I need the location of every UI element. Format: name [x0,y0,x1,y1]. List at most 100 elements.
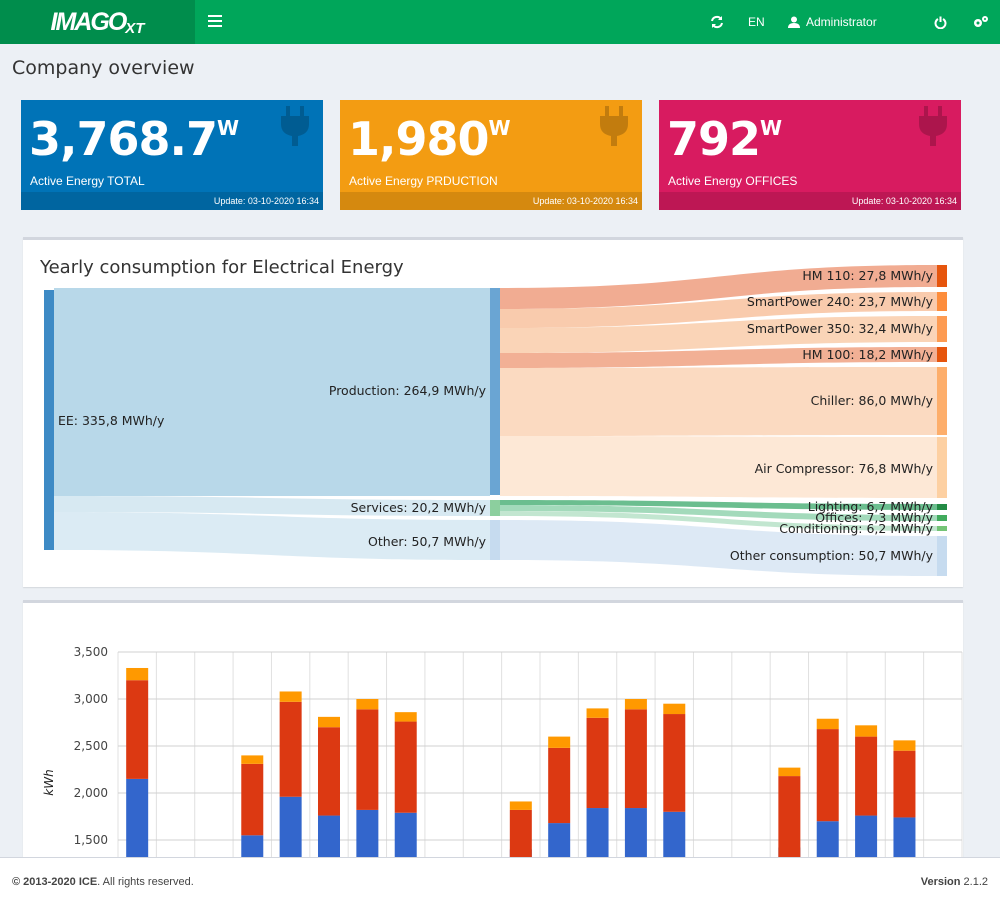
bar-segment-2[interactable] [241,755,264,764]
bar-segment-2[interactable] [126,667,149,681]
bar-segment-0[interactable] [356,809,379,857]
bar-segment-0[interactable] [855,815,878,857]
bar-segment-1[interactable] [126,680,149,779]
settings-button[interactable] [973,0,989,44]
bar-segment-2[interactable] [548,736,571,748]
hamburger-icon[interactable] [208,12,222,32]
node-hm100[interactable] [937,347,947,362]
bar-segment-2[interactable] [663,703,686,715]
bar-chart-card: 3,500 3,000 2,500 2,000 1,500 kWh [23,600,963,857]
bar-segment-2[interactable] [509,801,532,810]
bar-chart: 3,500 3,000 2,500 2,000 1,500 kWh [42,645,963,857]
y-axis-label: kWh [42,769,56,795]
plug-icon [600,106,628,146]
user-menu[interactable]: Administrator [788,0,877,44]
bar-segment-0[interactable] [624,808,647,857]
label-hm100: HM 100: 18,2 MWh/y [802,347,933,362]
bar-segment-2[interactable] [394,712,417,722]
bar-segment-1[interactable] [855,736,878,816]
power-icon [934,16,947,29]
bar-segment-0[interactable] [548,823,571,857]
bar-segment-1[interactable] [241,763,264,836]
link-conditioning [500,511,937,531]
label-air: Air Compressor: 76,8 MWh/y [755,461,934,476]
bar-segment-1[interactable] [893,750,916,818]
link-lighting [500,500,937,510]
bar-segment-1[interactable] [509,809,532,857]
bar-segment-1[interactable] [356,709,379,810]
node-ee[interactable] [44,290,54,550]
logo[interactable]: IMAGO XT [0,0,195,44]
node-conditioning[interactable] [937,526,947,531]
user-name: Administrator [806,15,877,29]
bar-segment-0[interactable] [241,835,264,857]
bar-segment-1[interactable] [624,709,647,809]
logo-main-text: IMAGO [50,7,128,36]
bar-segment-0[interactable] [586,808,609,857]
bar-segment-1[interactable] [279,701,302,797]
bar-segment-0[interactable] [663,811,686,857]
node-other-consumption[interactable] [937,536,947,576]
info-box-production: 1,980W Active Energy PRDUCTION Update: 0… [340,100,642,210]
label-sp240: SmartPower 240: 23,7 MWh/y [747,294,934,309]
bar-segment-1[interactable] [778,776,801,857]
bar-segment-2[interactable] [855,725,878,737]
bar-segment-0[interactable] [126,778,149,857]
bar-segment-2[interactable] [893,740,916,751]
sankey-diagram: EE: 335,8 MWh/y Production: 264,9 MWh/y … [44,265,947,576]
label-chiller: Chiller: 86,0 MWh/y [811,393,934,408]
bar-segment-0[interactable] [816,821,839,857]
label-production: Production: 264,9 MWh/y [329,383,487,398]
power-button[interactable] [934,0,947,44]
bar-segment-1[interactable] [663,714,686,812]
bar-segment-1[interactable] [586,717,609,809]
info-box-value: 3,768.7W [29,112,239,166]
link-hm110 [500,265,937,309]
node-air[interactable] [937,437,947,498]
y-tick-label: 1,500 [74,833,108,847]
link-hm100 [500,347,937,368]
node-sp240[interactable] [937,292,947,311]
version-info: Version 2.1.2 [920,876,988,888]
bar-segment-2[interactable] [318,716,340,728]
node-services[interactable] [490,500,500,516]
node-hm110[interactable] [937,265,947,287]
label-conditioning: Conditioning: 6,2 MWh/y [779,521,933,536]
refresh-button[interactable] [710,0,724,44]
user-icon [788,16,800,28]
bar-segment-2[interactable] [816,718,839,730]
bar-segment-1[interactable] [318,727,340,816]
top-navbar: IMAGO XT EN Administrator [0,0,1000,44]
bar-segment-2[interactable] [356,699,379,710]
node-lighting[interactable] [937,504,947,510]
label-other: Other: 50,7 MWh/y [368,534,487,549]
info-box-label: Active Energy PRDUCTION [349,174,498,188]
bar-segment-0[interactable] [279,796,302,857]
bar-segment-2[interactable] [586,708,609,718]
bar-segment-0[interactable] [318,815,340,857]
bar-segment-2[interactable] [778,767,801,777]
info-box-value: 792W [667,112,782,166]
bar-segment-0[interactable] [893,817,916,857]
bar-segment-0[interactable] [394,812,417,857]
refresh-icon [711,15,723,29]
label-ee: EE: 335,8 MWh/y [58,413,165,428]
bar-segment-1[interactable] [816,729,839,822]
bar-segment-1[interactable] [394,721,417,813]
link-chiller [500,367,937,436]
label-other-consumption: Other consumption: 50,7 MWh/y [730,548,934,563]
node-chiller[interactable] [937,367,947,435]
node-other[interactable] [490,520,500,560]
node-production[interactable] [490,288,500,495]
settings-icon [974,16,988,27]
node-offices[interactable] [937,515,947,521]
bar-segment-2[interactable] [279,691,302,702]
info-box-label: Active Energy TOTAL [30,174,145,188]
language-selector[interactable]: EN [748,15,765,29]
plug-icon [919,106,947,146]
info-box-total: 3,768.7W Active Energy TOTAL Update: 03-… [21,100,323,210]
bar-segment-1[interactable] [548,747,571,824]
link-other-consumption [500,520,937,576]
bar-segment-2[interactable] [624,699,647,710]
node-sp350[interactable] [937,316,947,342]
